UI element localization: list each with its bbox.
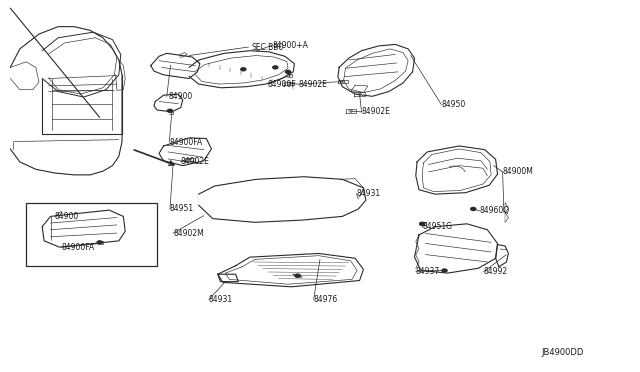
Text: 84900M: 84900M <box>502 167 534 176</box>
Text: 84951: 84951 <box>170 205 194 214</box>
Text: 84931: 84931 <box>356 189 381 198</box>
Circle shape <box>442 269 447 272</box>
Circle shape <box>420 222 425 225</box>
Text: 84902E: 84902E <box>180 157 210 166</box>
Text: 84902M: 84902M <box>173 228 204 238</box>
Circle shape <box>168 109 173 112</box>
Circle shape <box>273 66 278 69</box>
Text: 84900FA: 84900FA <box>61 243 95 251</box>
Text: 84902E: 84902E <box>299 80 328 89</box>
Text: 84900FA: 84900FA <box>170 138 202 147</box>
Text: 84931: 84931 <box>209 295 233 304</box>
Text: 84992: 84992 <box>483 267 508 276</box>
Text: 84900: 84900 <box>168 92 192 101</box>
Text: 84960Q: 84960Q <box>479 206 510 215</box>
Circle shape <box>295 274 300 277</box>
Text: JB4900DD: JB4900DD <box>541 347 583 356</box>
Text: 84937: 84937 <box>416 267 440 276</box>
Text: 84900: 84900 <box>55 212 79 221</box>
Circle shape <box>241 68 246 71</box>
Circle shape <box>97 241 102 244</box>
Circle shape <box>470 208 476 211</box>
Text: SEC.BB0: SEC.BB0 <box>251 42 284 51</box>
Text: 84951G: 84951G <box>422 222 452 231</box>
Bar <box>26 203 157 266</box>
Circle shape <box>285 70 291 73</box>
Text: 84976: 84976 <box>314 295 338 304</box>
Text: 84900+A: 84900+A <box>272 41 308 50</box>
Text: 84950: 84950 <box>442 100 465 109</box>
Text: 84900F: 84900F <box>268 80 296 89</box>
Text: 84902E: 84902E <box>362 108 390 116</box>
